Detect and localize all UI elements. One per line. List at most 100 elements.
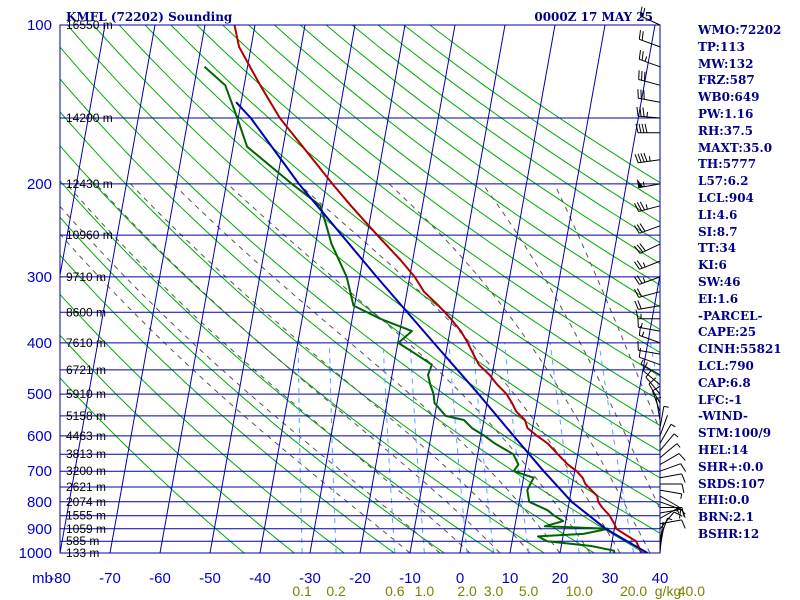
index-item: PW:1.16 (698, 106, 754, 121)
pressure-tick-label: 400 (27, 335, 52, 352)
index-item: KI:6 (698, 258, 727, 273)
wind-barb (645, 369, 661, 395)
pressure-tick-label: 100 (27, 17, 52, 34)
moist-adiabat (172, 183, 561, 553)
wind-barb (659, 443, 681, 459)
index-item: FRZ:587 (698, 73, 755, 88)
index-item: EHI:0.0 (698, 493, 750, 508)
height-label: 4463 m (66, 429, 106, 443)
index-item: BRN:2.1 (698, 510, 754, 525)
sounding-time: 0000Z 17 MAY 25 (534, 10, 653, 24)
mixing-ratio-label: 1.0 (415, 583, 435, 599)
wind-barb (659, 415, 668, 437)
temperature-profile (233, 25, 642, 553)
index-item: LFC:-1 (698, 392, 743, 407)
mixing-ratio-label: 0.2 (326, 583, 346, 599)
dewpoint-profile (203, 66, 616, 553)
mixing-ratio-label: 5.0 (519, 583, 539, 599)
wind-barb (634, 201, 661, 212)
index-item: SI:8.7 (698, 224, 738, 239)
wind-barb (633, 275, 661, 285)
index-item: TH:5777 (698, 157, 757, 172)
index-item: SRDS:107 (698, 476, 766, 491)
wind-barb (659, 495, 680, 512)
wind-barb (659, 433, 679, 452)
temperature-tick-label: -60 (149, 570, 171, 587)
wind-barb (633, 260, 661, 270)
mixing-ratio-label: 20.0 (620, 583, 647, 599)
wind-barb (659, 423, 676, 444)
height-label: 6721 m (66, 363, 106, 377)
wind-barb (638, 70, 661, 86)
index-item: MW:132 (698, 56, 754, 71)
pressure-tick-label: 700 (27, 463, 52, 480)
wind-barb (638, 50, 661, 68)
pressure-tick-label: 900 (27, 521, 52, 538)
index-item: CAP:6.8 (698, 375, 751, 390)
height-label: 585 m (66, 534, 99, 548)
pressure-tick-label: 800 (27, 494, 52, 511)
index-item: RH:37.5 (698, 123, 753, 138)
moist-adiabat (130, 183, 531, 553)
height-label: 1555 m (66, 509, 106, 523)
index-item: LI:4.6 (698, 207, 738, 222)
index-item: HEL:14 (698, 442, 749, 457)
height-label: 3200 m (66, 464, 106, 478)
wind-barb (659, 405, 669, 429)
isotherm (509, 25, 606, 553)
temperature-tick-label: 20 (552, 570, 569, 587)
isotherm (159, 25, 256, 553)
height-label: 3813 m (66, 447, 106, 461)
wind-barb (634, 288, 661, 298)
wind-barb (635, 123, 660, 134)
pressure-unit-label: mb (32, 570, 53, 587)
mixing-ratio-label: 40.0 (678, 583, 705, 599)
index-item: -PARCEL- (698, 308, 763, 323)
temperature-tick-label: -80 (49, 570, 71, 587)
height-label: 9710 m (66, 270, 106, 284)
isotherm (559, 25, 656, 553)
pressure-tick-label: 600 (27, 428, 52, 445)
isotherm (209, 25, 306, 553)
wind-barb-column (633, 6, 687, 554)
wind-barb (639, 6, 661, 26)
index-item: L57:6.2 (698, 174, 749, 189)
diagram-grid (60, 25, 660, 553)
wind-barb (659, 501, 682, 519)
temperature-tick-label: -50 (199, 570, 221, 587)
height-label: 5158 m (66, 409, 106, 423)
isotherm (60, 25, 106, 278)
mixing-ratio-label: 0.1 (292, 583, 312, 599)
wind-barb (659, 489, 683, 499)
height-label: 7610 m (66, 336, 106, 350)
height-label: 5910 m (66, 387, 106, 401)
mixing-ratio-label: 10.0 (566, 583, 593, 599)
index-item: MAXT:35.0 (698, 140, 773, 155)
moist-adiabat (95, 183, 501, 553)
index-item: WB0:649 (698, 90, 760, 105)
wind-barb (638, 348, 661, 366)
temperature-tick-label: 30 (602, 570, 619, 587)
index-item: CAPE:25 (698, 325, 757, 340)
height-label: 2621 m (66, 480, 106, 494)
wind-barb (659, 463, 687, 472)
index-item: LCL:790 (698, 358, 754, 373)
temperature-tick-label: -20 (349, 570, 371, 587)
index-item: WMO:72202 (698, 23, 782, 37)
parcel-profile (235, 101, 649, 553)
temperature-tick-label: -10 (399, 570, 421, 587)
index-item: SW:46 (698, 274, 741, 289)
height-label: 12430 m (66, 177, 113, 191)
wind-barb (633, 223, 661, 234)
isotherm (109, 25, 206, 553)
isotherm (60, 25, 156, 553)
sounding-indices-panel: WMO:72202 TP:113 MW:132 FRZ:587 WB0:649 PW:1.… (698, 22, 798, 543)
mixing-ratio-unit-label: g/kg (655, 583, 681, 599)
wind-barb (659, 511, 683, 530)
moist-adiabat (227, 183, 591, 553)
height-label: 2074 m (66, 495, 106, 509)
pressure-tick-label: 200 (27, 176, 52, 193)
index-item: CINH:55821 (698, 342, 782, 357)
